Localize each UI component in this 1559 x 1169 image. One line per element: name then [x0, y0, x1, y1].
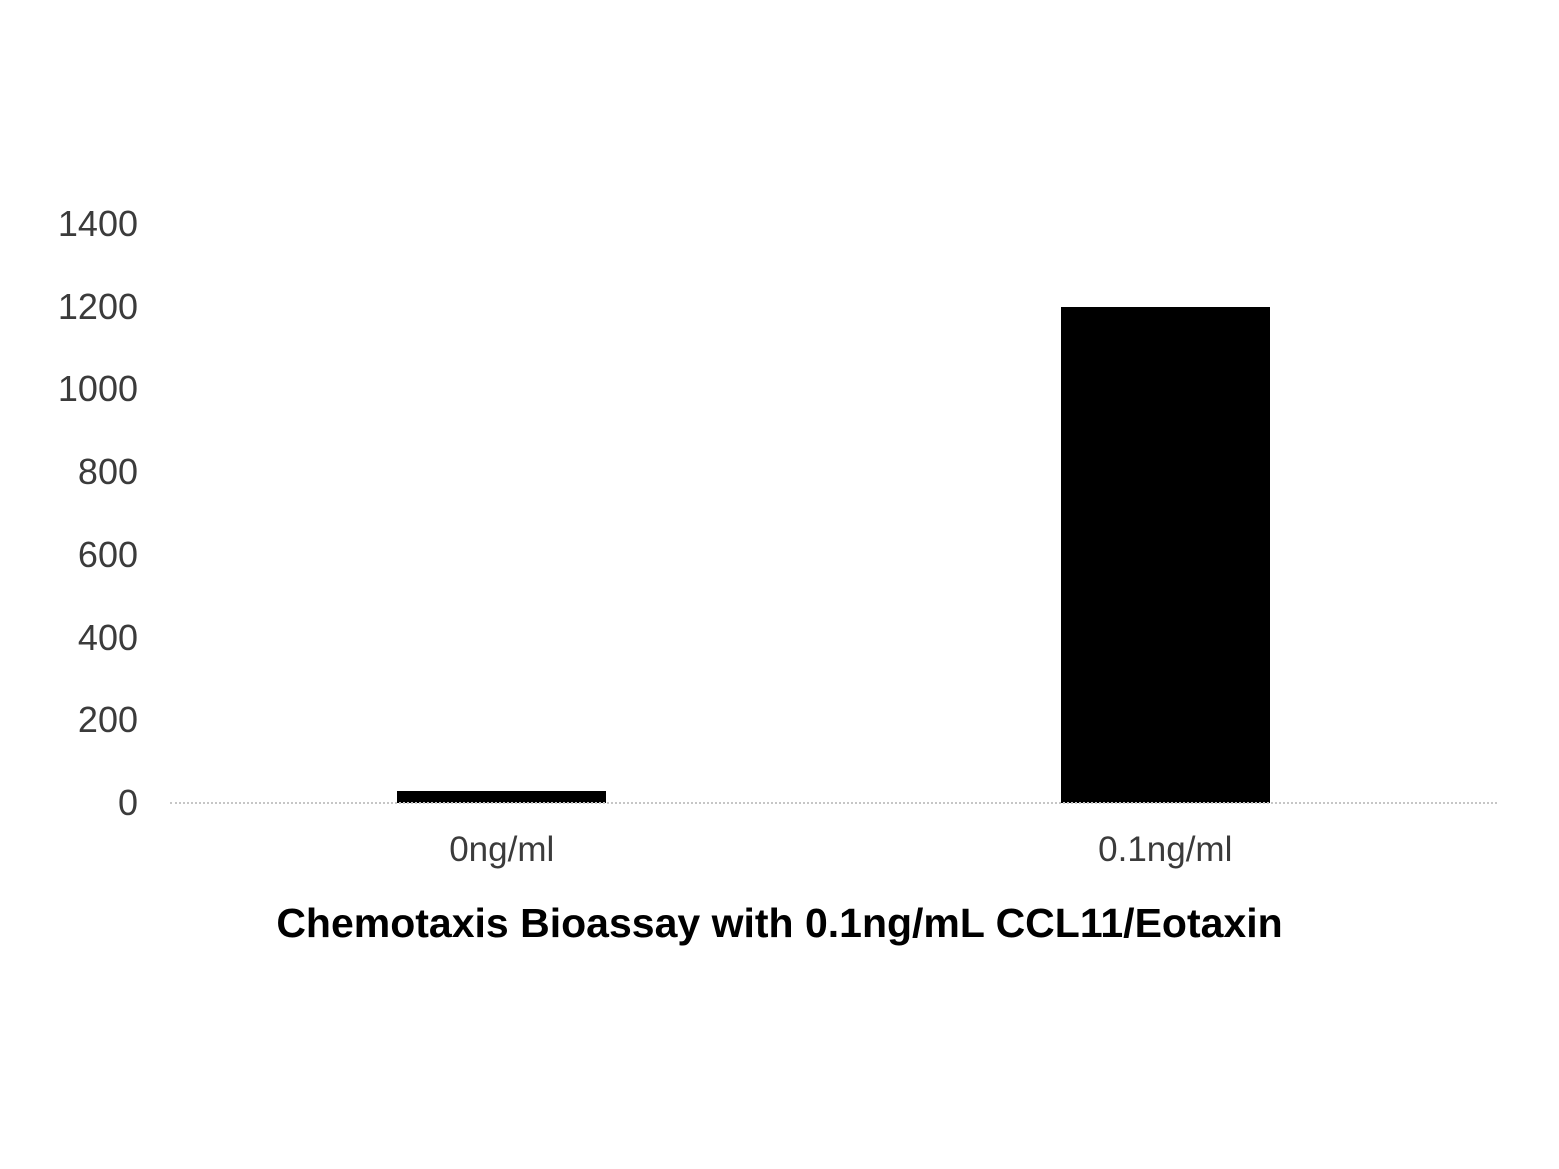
bar-0ng/ml — [397, 791, 607, 803]
bar-0.1ng/ml — [1060, 307, 1270, 803]
x-axis-category-labels: 0ng/ml 0.1ng/ml — [170, 830, 1497, 870]
x-category-label: 0ng/ml — [449, 830, 555, 869]
y-tick-label: 200 — [77, 699, 138, 741]
y-tick-label: 1400 — [57, 203, 138, 244]
y-tick-label: 1200 — [57, 285, 138, 327]
x-axis-line — [170, 802, 1497, 804]
y-tick-label: 800 — [77, 451, 138, 493]
category-slot — [170, 224, 834, 803]
y-axis-tick-labels: 0 200 400 600 800 1000 1200 1400 — [0, 0, 140, 900]
category-slot — [834, 224, 1498, 803]
y-tick-label: 1000 — [57, 368, 138, 410]
y-tick-label: 600 — [77, 533, 138, 575]
x-category-label: 0.1ng/ml — [1098, 830, 1233, 869]
plot-area — [170, 224, 1498, 804]
y-tick-label: 0 — [117, 782, 138, 823]
chart-title: Chemotaxis Bioassay with 0.1ng/mL CCL11/… — [276, 900, 1283, 946]
y-tick-label: 400 — [77, 616, 138, 658]
